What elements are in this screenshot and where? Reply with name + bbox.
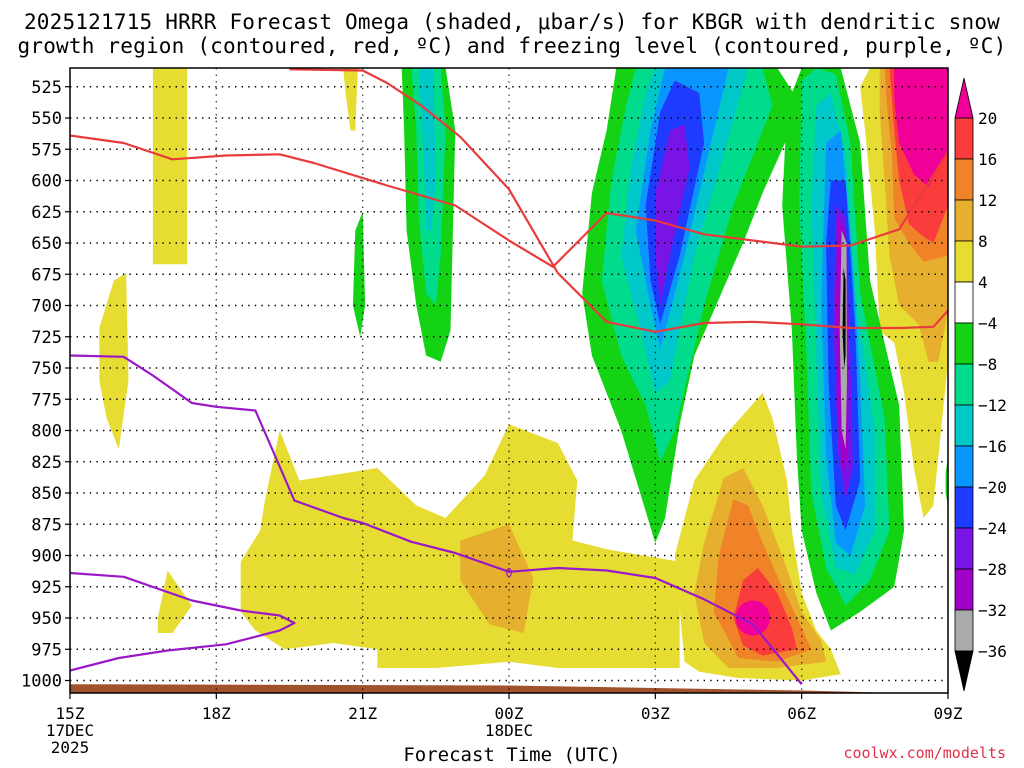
colorbar-band [954,445,974,488]
y-tick-label: 550 [31,109,62,129]
colorbar-band [954,158,974,201]
x-tick-year-label: 2025 [51,738,90,757]
y-tick-label: 850 [31,484,62,504]
colorbar-label: −28 [978,560,1007,579]
colorbar-band [954,322,974,365]
y-tick-label: 750 [31,359,62,379]
dgz-contour-line [70,134,948,268]
y-tick-label: 625 [31,203,62,223]
omega-region [343,68,358,131]
omega-region [352,211,366,337]
y-tick-label: 575 [31,140,62,160]
x-tick-label: 21Z [348,704,377,723]
y-axis: 525 550 575 600 625 650 675 700 725 750 775 800 825 8… [21,78,70,692]
y-tick-label: 525 [31,78,62,98]
colorbar-label: 16 [978,150,997,169]
colorbar-band [954,527,974,570]
colorbar-label: −24 [978,519,1007,538]
y-tick-label: 875 [31,515,62,535]
x-tick-label: 18Z [202,704,231,723]
omega-region [655,124,690,306]
freezing-level-label: 0 [505,566,512,580]
y-tick-label: 725 [31,328,62,348]
colorbar-band [954,240,974,283]
x-tick-label: 00Z [495,704,524,723]
colorbar-label: 4 [978,273,988,292]
colorbar-label: 12 [978,191,997,210]
omega-region [842,268,846,368]
colorbar-label: −4 [978,314,997,333]
colorbar-top-arrow [954,77,974,119]
y-tick-label: 775 [31,390,62,410]
colorbar-band [954,404,974,447]
x-tick-date-label: 18DEC [485,721,533,740]
y-tick-label: 975 [31,640,62,660]
omega-region [157,570,192,633]
colorbar-label: 8 [978,232,988,251]
colorbar-label: −16 [978,437,1007,456]
y-tick-label: 675 [31,265,62,285]
y-tick-label: 800 [31,422,62,442]
y-tick-label: 925 [31,578,62,598]
colorbar-label: −8 [978,355,997,374]
gridlines [70,68,948,693]
freezing-level-contours: 0 [70,354,803,685]
omega-region [735,600,770,636]
chart-title-line-1: 2025121715 HRRR Forecast Omega (shaded, … [23,10,1001,34]
chart-title-line-2: growth region (contoured, red, ºC) and f… [17,34,1007,58]
colorbar-bottom-arrow [954,650,974,692]
colorbar-band [954,568,974,611]
dgz-contours [70,68,948,333]
colorbar-label: −32 [978,601,1007,620]
colorbar-band [954,363,974,406]
y-tick-label: 1000 [21,672,62,692]
colorbar-label: −20 [978,478,1007,497]
source-credit: coolwx.com/modelts [843,744,1006,762]
colorbar-label: 20 [978,109,997,128]
omega-region [460,524,534,633]
colorbar-label: −36 [978,642,1007,661]
dgz-contour-line [289,68,948,333]
colorbar-label: −12 [978,396,1007,415]
omega-region [99,273,129,450]
freezing-level-line [70,354,803,685]
x-tick-label: 15Z [56,704,85,723]
freezing-level-line [70,571,296,672]
omega-region [894,68,948,187]
x-tick-label: 03Z [641,704,670,723]
y-tick-label: 600 [31,172,62,192]
x-tick-date-label: 17DEC [46,721,94,740]
y-tick-label: 950 [31,609,62,629]
colorbar-band [954,281,974,324]
colorbar-band [954,117,974,160]
omega-shading [70,68,948,693]
x-tick-label: 09Z [934,704,963,723]
colorbar-band [954,486,974,529]
colorbar: 20 16 12 8 4 −4 −8 −12 −16 −20 −24 −28 −32 −36 [954,77,1007,692]
y-tick-label: 900 [31,547,62,567]
y-tick-label: 650 [31,234,62,254]
x-tick-label: 06Z [787,704,816,723]
y-tick-label: 825 [31,453,62,473]
colorbar-band [954,609,974,652]
colorbar-band [954,199,974,242]
x-axis-title: Forecast Time (UTC) [403,744,621,766]
omega-region [152,68,188,265]
y-tick-label: 700 [31,297,62,317]
